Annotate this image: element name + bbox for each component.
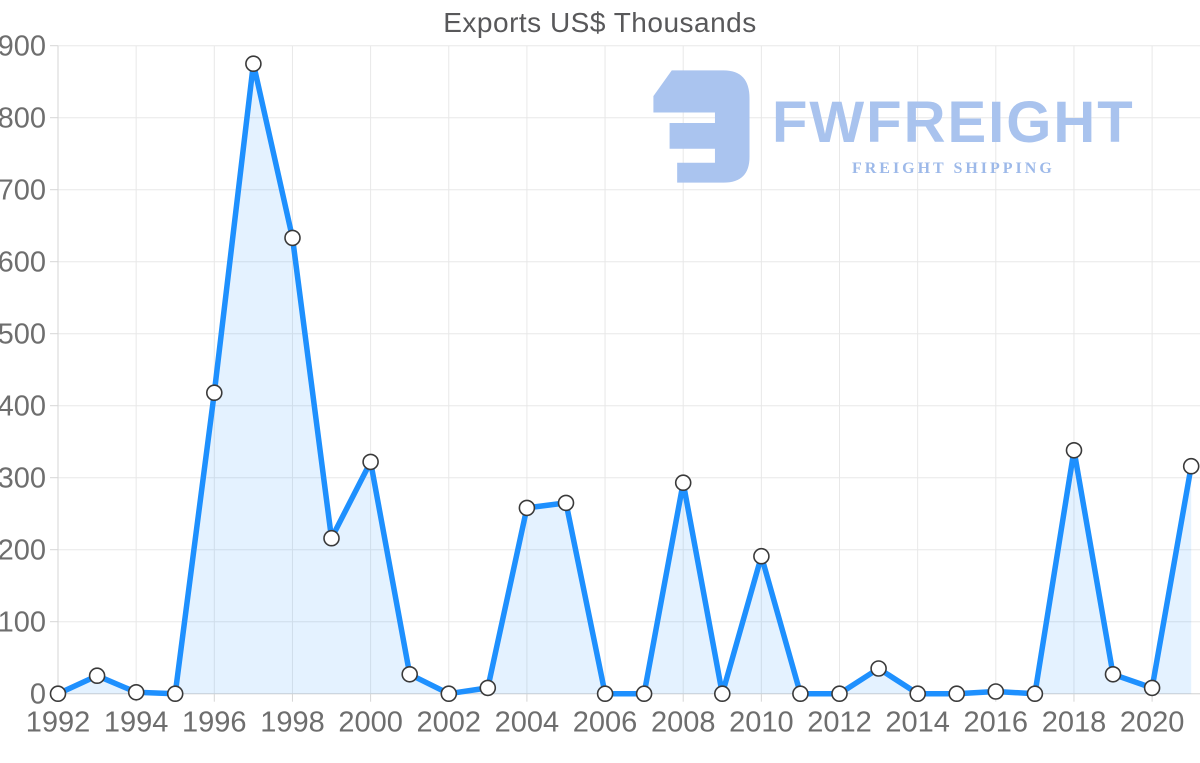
x-axis-label: 2018 bbox=[1042, 707, 1107, 739]
data-point-marker[interactable] bbox=[635, 685, 653, 703]
x-axis-label: 2020 bbox=[1120, 707, 1185, 739]
x-axis-label: 2004 bbox=[495, 707, 560, 739]
y-axis-label: 200 bbox=[0, 535, 46, 567]
data-point-marker[interactable] bbox=[166, 685, 184, 703]
x-axis-label: 2000 bbox=[338, 707, 403, 739]
x-axis-label: 2008 bbox=[651, 707, 716, 739]
data-point-marker[interactable] bbox=[987, 683, 1005, 700]
data-point-marker[interactable] bbox=[1143, 679, 1161, 697]
data-point-marker[interactable] bbox=[49, 685, 67, 703]
data-point-marker[interactable] bbox=[323, 529, 340, 547]
y-axis-label: 100 bbox=[0, 607, 46, 639]
data-point-marker[interactable] bbox=[1104, 665, 1122, 683]
x-axis-label: 1996 bbox=[182, 707, 247, 739]
series-area-fill bbox=[58, 63, 1192, 694]
data-point-marker[interactable] bbox=[753, 547, 770, 565]
data-point-marker[interactable] bbox=[401, 665, 419, 683]
y-axis-label: 800 bbox=[0, 103, 46, 135]
data-point-marker[interactable] bbox=[245, 55, 262, 73]
y-axis-label: 500 bbox=[0, 319, 46, 351]
data-point-marker[interactable] bbox=[674, 474, 692, 492]
data-point-marker[interactable] bbox=[792, 685, 809, 703]
data-point-marker[interactable] bbox=[1065, 441, 1083, 459]
y-axis-label: 0 bbox=[30, 679, 46, 711]
x-axis-label: 2006 bbox=[573, 707, 638, 739]
data-point-marker[interactable] bbox=[909, 685, 927, 703]
data-point-marker[interactable] bbox=[557, 494, 575, 512]
data-point-marker[interactable] bbox=[1026, 685, 1044, 703]
data-point-marker[interactable] bbox=[1182, 457, 1200, 475]
data-point-marker[interactable] bbox=[127, 683, 145, 701]
y-axis-label: 600 bbox=[0, 247, 46, 279]
x-axis-label: 2002 bbox=[416, 707, 481, 739]
data-point-marker[interactable] bbox=[88, 667, 106, 685]
data-point-marker[interactable] bbox=[518, 499, 536, 517]
data-point-marker[interactable] bbox=[362, 453, 379, 471]
x-axis-label: 1994 bbox=[104, 707, 169, 739]
data-point-marker[interactable] bbox=[831, 685, 848, 703]
x-axis-label: 2012 bbox=[807, 707, 872, 739]
data-point-marker[interactable] bbox=[206, 384, 223, 402]
data-point-marker[interactable] bbox=[479, 679, 497, 697]
data-point-marker[interactable] bbox=[284, 229, 301, 247]
data-point-marker[interactable] bbox=[596, 685, 614, 703]
x-axis-label: 1992 bbox=[26, 707, 91, 739]
y-axis-label: 700 bbox=[0, 175, 46, 207]
y-axis-label: 900 bbox=[0, 31, 46, 63]
y-axis-label: 400 bbox=[0, 391, 46, 423]
data-point-marker[interactable] bbox=[713, 685, 731, 703]
data-point-marker[interactable] bbox=[870, 660, 887, 677]
chart-title: Exports US$ Thousands bbox=[443, 7, 757, 38]
y-axis-label: 300 bbox=[0, 463, 46, 495]
data-point-marker[interactable] bbox=[948, 685, 966, 703]
x-axis-label: 2014 bbox=[885, 707, 950, 739]
x-axis-label: 1998 bbox=[260, 707, 325, 739]
x-axis-label: 2016 bbox=[964, 707, 1029, 739]
data-point-marker[interactable] bbox=[440, 685, 458, 703]
x-axis-label: 2010 bbox=[729, 707, 794, 739]
